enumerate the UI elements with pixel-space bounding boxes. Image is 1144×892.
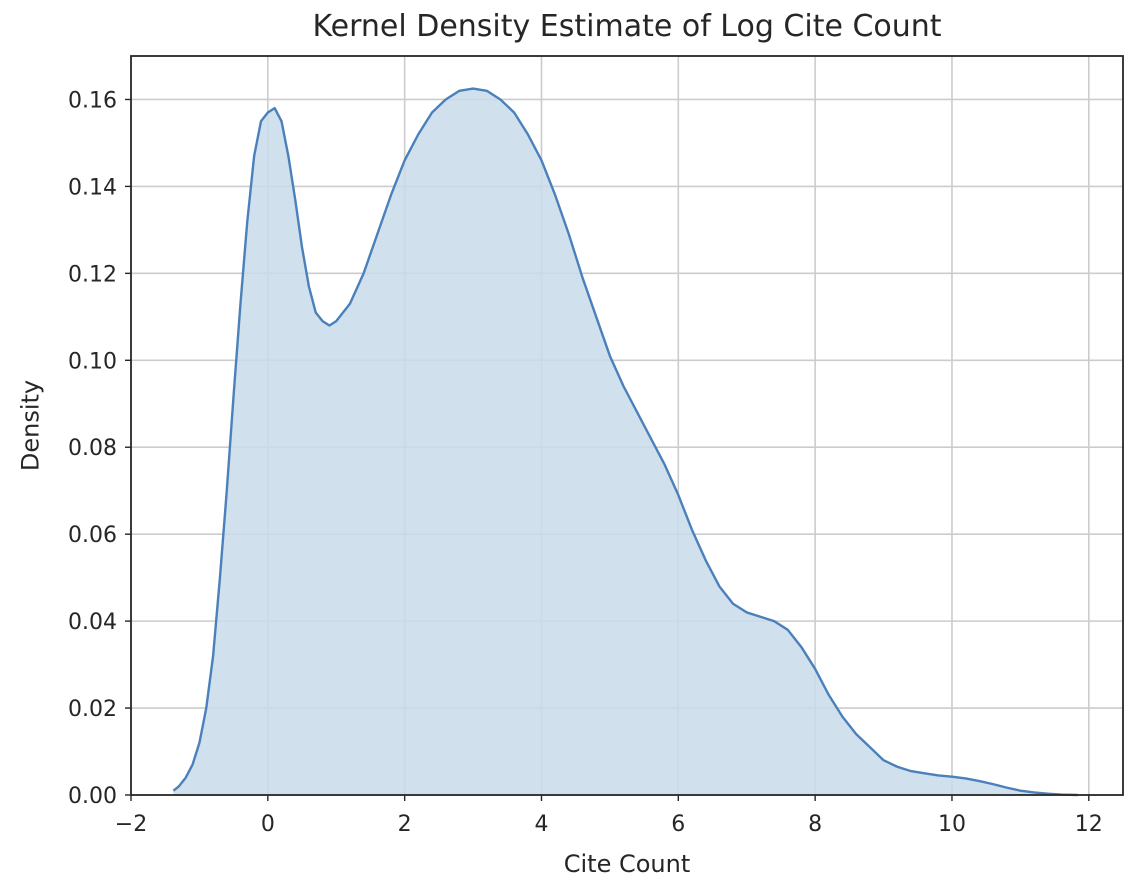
x-axis-title: Cite Count (564, 850, 691, 878)
x-tick-label: 10 (938, 812, 966, 837)
x-tick-label: 12 (1075, 812, 1103, 837)
y-tick-label: 0.12 (68, 262, 117, 287)
y-tick-label: 0.10 (68, 349, 117, 374)
x-tick-label: −2 (115, 812, 147, 837)
y-axis-title: Density (16, 380, 44, 471)
x-tick-label: 8 (808, 812, 822, 837)
x-tick-label: 2 (398, 812, 412, 837)
y-tick-label: 0.08 (68, 436, 117, 461)
kde-line (172, 87, 1078, 797)
y-tick-label: 0.14 (68, 175, 117, 200)
y-tick-label: 0.16 (68, 88, 117, 113)
x-tick-label: 6 (671, 812, 685, 837)
chart-title: Kernel Density Estimate of Log Cite Coun… (312, 9, 941, 44)
y-tick-label: 0.04 (68, 610, 117, 635)
y-tick-label: 0.02 (68, 697, 117, 722)
y-tick-label: 0.06 (68, 523, 117, 548)
x-tick-label: 0 (261, 812, 275, 837)
kde-area-fill (173, 88, 1078, 796)
y-axis-ticks: 0.00 0.02 0.04 0.06 0.08 0.10 0.12 0.14 0.16 (68, 88, 131, 809)
x-axis-ticks: −2 0 2 4 6 8 10 12 (115, 795, 1103, 837)
y-tick-label: 0.00 (68, 784, 117, 809)
x-tick-label: 4 (534, 812, 548, 837)
plot-frame (130, 55, 1124, 796)
